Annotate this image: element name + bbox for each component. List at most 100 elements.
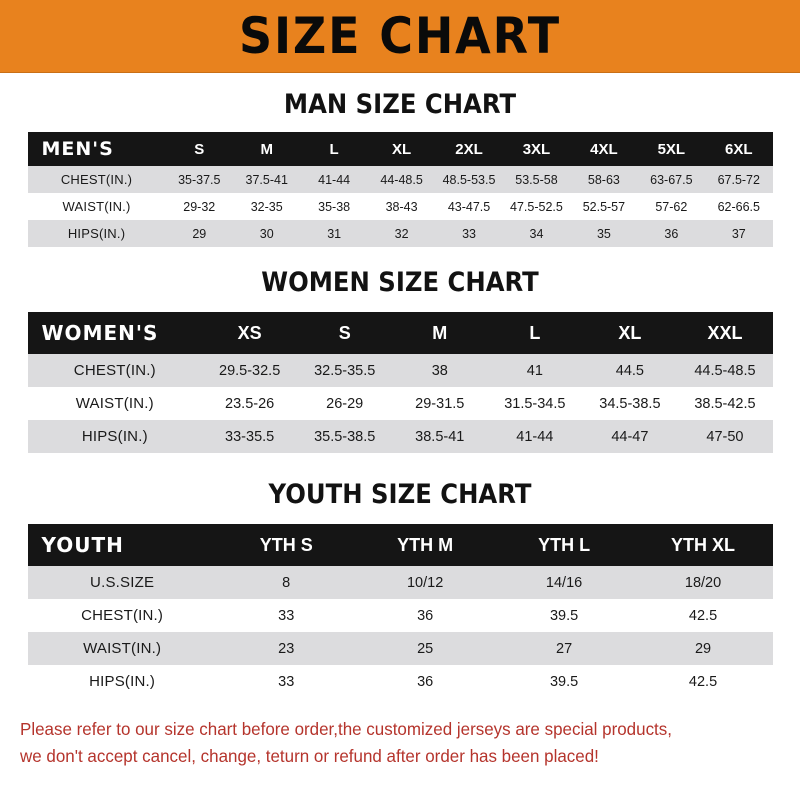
youth-row-label: U.S.SIZE bbox=[27, 566, 217, 599]
man-measurement-cell: 41-44 bbox=[300, 166, 368, 193]
table-row: HIPS(IN.) 33 36 39.5 42.5 bbox=[27, 665, 773, 698]
youth-size-header-cell: YTH XL bbox=[633, 524, 773, 566]
man-measurement-cell: 38-43 bbox=[367, 193, 436, 220]
women-row-label: WAIST(IN.) bbox=[27, 387, 203, 420]
man-measurement-cell: 35 bbox=[570, 220, 638, 247]
man-size-header-cell: M bbox=[232, 132, 301, 166]
youth-measurement-cell: 39.5 bbox=[494, 665, 634, 698]
women-section-title: WOMEN SIZE CHART bbox=[261, 267, 539, 298]
man-measurement-cell: 32-35 bbox=[232, 193, 301, 220]
youth-measurement-cell: 29 bbox=[633, 632, 773, 665]
man-size-header-cell: XL bbox=[367, 132, 436, 166]
women-measurement-cell: 31.5-34.5 bbox=[487, 387, 583, 420]
women-size-header-cell: XL bbox=[582, 312, 678, 354]
table-row: CHEST(IN.) 35-37.5 37.5-41 41-44 44-48.5 48.5… bbox=[27, 166, 773, 193]
table-row: WAIST(IN.) 23.5-26 26-29 29-31.5 31.5-34.5 34… bbox=[27, 387, 773, 420]
man-measurement-cell: 35-38 bbox=[300, 193, 368, 220]
women-measurement-cell: 29.5-32.5 bbox=[202, 354, 298, 387]
man-measurement-cell: 48.5-53.5 bbox=[435, 166, 503, 193]
women-header-row: WOMEN'S XS S M L XL XXL bbox=[27, 312, 773, 354]
man-measurement-cell: 62-66.5 bbox=[705, 193, 773, 220]
youth-measurement-cell: 27 bbox=[494, 632, 634, 665]
youth-measurement-cell: 18/20 bbox=[633, 566, 773, 599]
youth-row-label: WAIST(IN.) bbox=[27, 632, 217, 665]
man-measurement-cell: 52.5-57 bbox=[570, 193, 638, 220]
women-header-label: WOMEN'S bbox=[27, 312, 203, 354]
table-row: U.S.SIZE 8 10/12 14/16 18/20 bbox=[27, 566, 773, 599]
women-measurement-cell: 41-44 bbox=[487, 420, 583, 453]
man-header-label: MEN'S bbox=[27, 132, 166, 166]
man-row-label: HIPS(IN.) bbox=[27, 220, 166, 247]
man-size-header-cell: L bbox=[300, 132, 368, 166]
women-measurement-cell: 29-31.5 bbox=[392, 387, 488, 420]
women-size-header-cell: L bbox=[487, 312, 583, 354]
disclaimer: Please refer to our size chart before or… bbox=[20, 716, 757, 770]
man-measurement-cell: 32 bbox=[367, 220, 436, 247]
youth-size-header-cell: YTH M bbox=[355, 524, 495, 566]
women-measurement-cell: 33-35.5 bbox=[202, 420, 298, 453]
youth-measurement-cell: 10/12 bbox=[355, 566, 495, 599]
man-size-header-cell: 4XL bbox=[570, 132, 638, 166]
women-size-header-cell: M bbox=[392, 312, 488, 354]
youth-measurement-cell: 39.5 bbox=[494, 599, 634, 632]
women-measurement-cell: 35.5-38.5 bbox=[297, 420, 393, 453]
man-measurement-cell: 31 bbox=[300, 220, 368, 247]
youth-measurement-cell: 36 bbox=[355, 665, 495, 698]
man-measurement-cell: 53.5-58 bbox=[502, 166, 571, 193]
man-size-header-cell: S bbox=[165, 132, 233, 166]
man-measurement-cell: 29-32 bbox=[165, 193, 233, 220]
man-size-header-cell: 2XL bbox=[435, 132, 503, 166]
man-measurement-cell: 36 bbox=[637, 220, 706, 247]
women-measurement-cell: 38.5-42.5 bbox=[677, 387, 773, 420]
youth-table-body: YOUTH YTH S YTH M YTH L YTH XL U.S.SIZE 8 10/12… bbox=[27, 524, 773, 698]
youth-measurement-cell: 23 bbox=[216, 632, 356, 665]
man-measurement-cell: 63-67.5 bbox=[637, 166, 706, 193]
disclaimer-line-1: Please refer to our size chart before or… bbox=[20, 719, 672, 739]
youth-row-label: CHEST(IN.) bbox=[27, 599, 217, 632]
women-measurement-cell: 38 bbox=[392, 354, 488, 387]
youth-measurement-cell: 33 bbox=[216, 599, 356, 632]
man-row-label: WAIST(IN.) bbox=[27, 193, 166, 220]
man-measurement-cell: 44-48.5 bbox=[367, 166, 436, 193]
youth-row-label: HIPS(IN.) bbox=[27, 665, 217, 698]
page-title: SIZE CHART bbox=[238, 7, 562, 65]
table-row: WAIST(IN.) 29-32 32-35 35-38 38-43 43-47.5 47.… bbox=[27, 193, 773, 220]
man-measurement-cell: 35-37.5 bbox=[165, 166, 233, 193]
women-measurement-cell: 38.5-41 bbox=[392, 420, 488, 453]
youth-measurement-cell: 14/16 bbox=[494, 566, 634, 599]
women-size-header-cell: S bbox=[297, 312, 393, 354]
man-measurement-cell: 58-63 bbox=[570, 166, 638, 193]
table-row: WAIST(IN.) 23 25 27 29 bbox=[27, 632, 773, 665]
women-row-label: HIPS(IN.) bbox=[27, 420, 203, 453]
table-row: HIPS(IN.) 29 30 31 32 33 34 35 36 37 bbox=[27, 220, 773, 247]
man-size-header-cell: 6XL bbox=[705, 132, 773, 166]
youth-measurement-cell: 33 bbox=[216, 665, 356, 698]
women-measurement-cell: 34.5-38.5 bbox=[582, 387, 678, 420]
man-row-label: CHEST(IN.) bbox=[27, 166, 166, 193]
youth-header-row: YOUTH YTH S YTH M YTH L YTH XL bbox=[27, 524, 773, 566]
youth-measurement-cell: 36 bbox=[355, 599, 495, 632]
man-measurement-cell: 34 bbox=[502, 220, 571, 247]
women-measurement-cell: 44.5-48.5 bbox=[677, 354, 773, 387]
table-row: CHEST(IN.) 33 36 39.5 42.5 bbox=[27, 599, 773, 632]
youth-measurement-cell: 42.5 bbox=[633, 599, 773, 632]
man-size-header-cell: 5XL bbox=[637, 132, 706, 166]
women-measurement-cell: 44-47 bbox=[582, 420, 678, 453]
youth-measurement-cell: 25 bbox=[355, 632, 495, 665]
women-measurement-cell: 41 bbox=[487, 354, 583, 387]
women-measurement-cell: 32.5-35.5 bbox=[297, 354, 393, 387]
man-table-body: MEN'S S M L XL 2XL 3XL 4XL 5XL 6XL CHEST(IN.) 35-37… bbox=[27, 132, 773, 247]
youth-measurement-cell: 42.5 bbox=[633, 665, 773, 698]
man-section-title: MAN SIZE CHART bbox=[283, 89, 517, 120]
women-measurement-cell: 44.5 bbox=[582, 354, 678, 387]
man-measurement-cell: 47.5-52.5 bbox=[502, 193, 571, 220]
man-measurement-cell: 33 bbox=[435, 220, 503, 247]
man-measurement-cell: 37 bbox=[705, 220, 773, 247]
women-table-body: WOMEN'S XS S M L XL XXL CHEST(IN.) 29.5-32.5 32.5… bbox=[27, 312, 773, 453]
man-measurement-cell: 57-62 bbox=[637, 193, 706, 220]
youth-size-header-cell: YTH S bbox=[216, 524, 356, 566]
man-measurement-cell: 29 bbox=[165, 220, 233, 247]
women-size-table: WOMEN'S XS S M L XL XXL CHEST(IN.) 29.5-32.5 32.5… bbox=[27, 312, 773, 453]
table-row: HIPS(IN.) 33-35.5 35.5-38.5 38.5-41 41-44 44-… bbox=[27, 420, 773, 453]
